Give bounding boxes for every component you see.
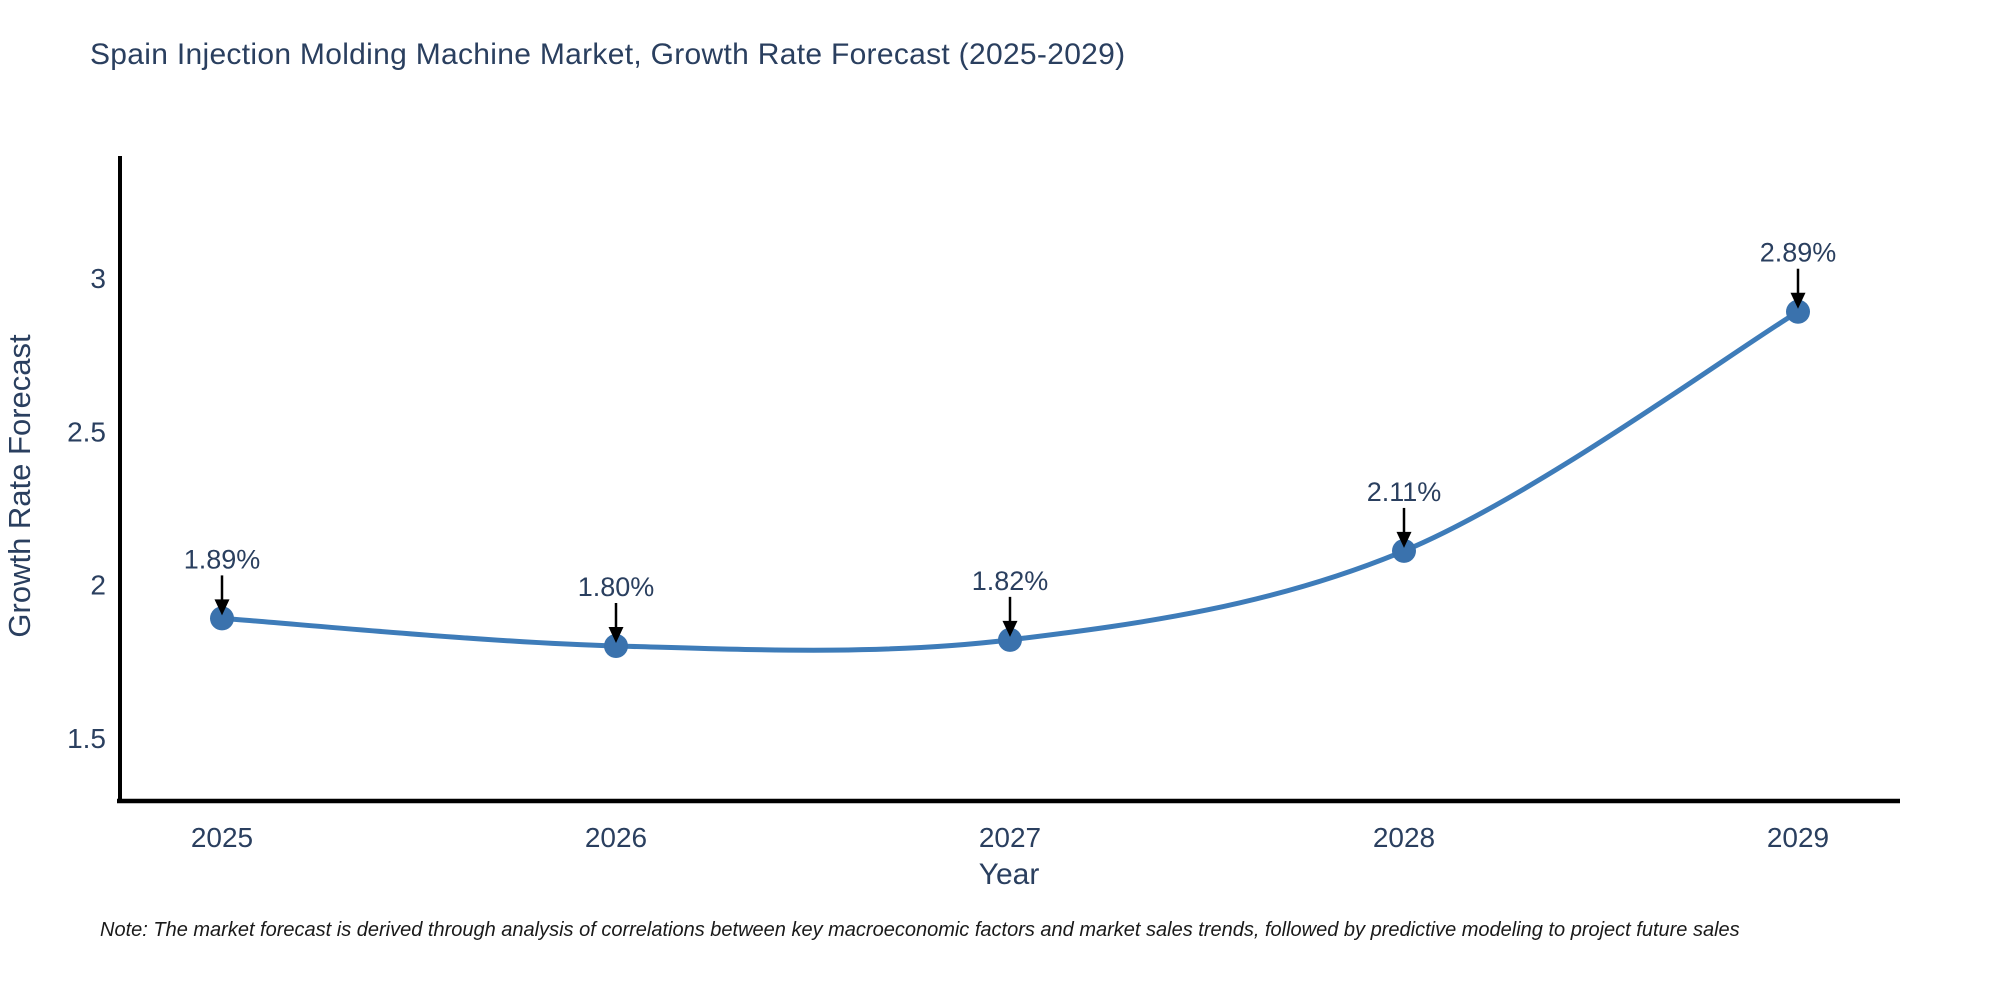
data-point-marker bbox=[604, 633, 628, 658]
data-point-marker bbox=[210, 606, 234, 631]
x-tick-label: 2025 bbox=[191, 822, 253, 853]
x-tick-label: 2029 bbox=[1767, 822, 1829, 853]
y-tick-label: 3 bbox=[90, 263, 106, 294]
annotation-arrowhead bbox=[608, 626, 624, 643]
annotation-arrowhead bbox=[1002, 620, 1018, 637]
chart-footnote: Note: The market forecast is derived thr… bbox=[100, 919, 1740, 941]
data-point-label: 2.11% bbox=[1367, 477, 1442, 507]
y-tick-label: 2.5 bbox=[67, 416, 106, 447]
x-tick-label: 2027 bbox=[979, 822, 1041, 853]
data-point-marker bbox=[1786, 299, 1810, 324]
x-tick-label: 2028 bbox=[1373, 822, 1435, 853]
data-point-label: 2.89% bbox=[1760, 238, 1837, 268]
data-point-label: 1.80% bbox=[578, 572, 655, 602]
y-axis-title: Growth Rate Forecast bbox=[2, 334, 37, 638]
annotation-arrowhead bbox=[214, 599, 230, 616]
data-point-label: 1.82% bbox=[972, 566, 1049, 596]
y-tick-label: 2 bbox=[90, 570, 106, 601]
x-tick-label: 2026 bbox=[585, 822, 647, 853]
data-point-marker bbox=[998, 627, 1022, 652]
data-point-label: 1.89% bbox=[184, 544, 261, 574]
chart-title: Spain Injection Molding Machine Market, … bbox=[90, 38, 1126, 71]
x-axis-title: Year bbox=[979, 858, 1040, 891]
annotation-arrowhead bbox=[1790, 292, 1806, 309]
data-point-marker bbox=[1392, 538, 1416, 563]
annotation-arrowhead bbox=[1396, 531, 1412, 548]
y-tick-label: 1.5 bbox=[67, 723, 106, 754]
